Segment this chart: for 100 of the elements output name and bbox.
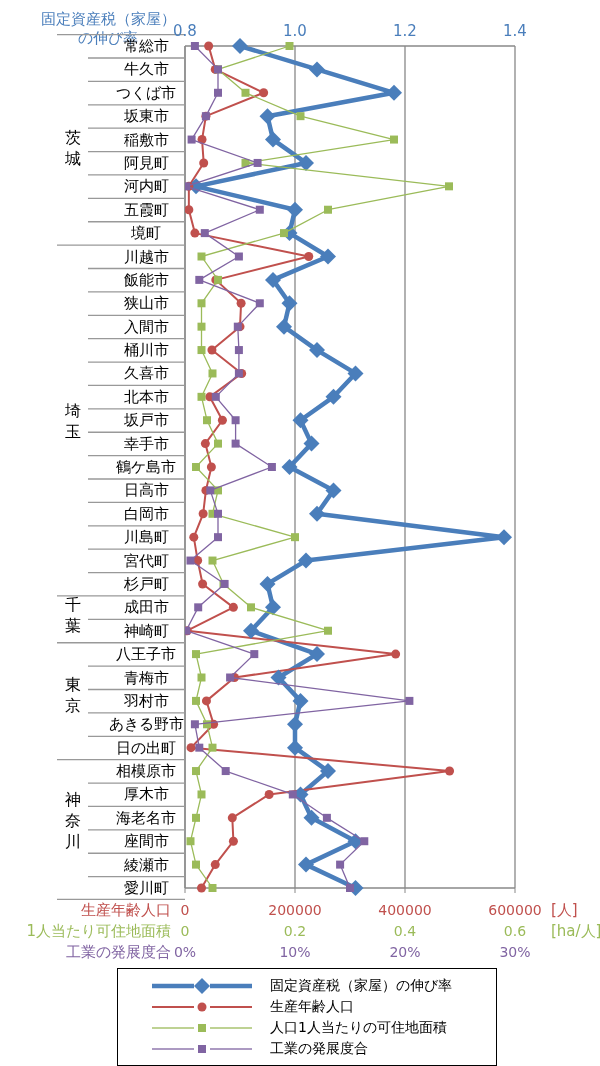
point <box>199 158 209 168</box>
point <box>197 883 206 893</box>
point <box>304 252 314 261</box>
point <box>214 509 222 518</box>
point <box>281 459 298 475</box>
point <box>186 556 195 565</box>
y-tick-label: 坂戸市 <box>122 411 169 430</box>
point <box>320 763 336 780</box>
point <box>192 463 200 471</box>
y-tick-label: つくば市 <box>116 83 176 102</box>
y-tick-label: 境町 <box>130 224 161 243</box>
point <box>197 673 206 682</box>
point <box>445 182 453 191</box>
x-tick-label: 0.2 <box>283 923 307 939</box>
point <box>259 575 276 592</box>
x-tick-label: 0.6 <box>503 923 527 939</box>
point <box>185 205 194 215</box>
point <box>206 462 216 472</box>
y-tick-label: 神崎町 <box>123 621 169 640</box>
point <box>324 205 332 214</box>
point <box>208 369 217 378</box>
point <box>200 229 209 238</box>
x-tick-label: 0.4 <box>393 923 417 939</box>
point <box>197 346 206 355</box>
point <box>247 603 255 612</box>
y-tick-label: 宮代町 <box>123 551 169 570</box>
point <box>267 463 276 471</box>
point <box>324 626 332 635</box>
point <box>190 42 199 50</box>
y-tick-label: 稲敷市 <box>123 130 169 149</box>
point <box>186 743 196 753</box>
text: [ha/人] <box>551 922 600 940</box>
point <box>405 696 414 705</box>
point <box>195 743 204 752</box>
point <box>303 435 320 452</box>
text: 人口1人当たりの可住地面積 <box>270 1018 447 1035</box>
point <box>296 112 305 121</box>
y-tick-label: 座間市 <box>123 832 169 851</box>
point <box>195 275 204 284</box>
point <box>189 532 199 542</box>
point <box>201 696 211 706</box>
x-axis-title: 1人当たり可住地面積 <box>26 922 171 940</box>
point <box>320 248 336 265</box>
y-tick-label: 牛久市 <box>123 60 169 79</box>
y-tick-label: 久喜市 <box>123 364 169 383</box>
y-tick-label: 成田市 <box>123 598 169 617</box>
y-tick-label: 幸手市 <box>123 434 169 453</box>
y-tick-label: 五霞町 <box>123 200 169 219</box>
y-tick-label: 阿見町 <box>123 153 169 172</box>
point <box>198 579 208 589</box>
point <box>322 813 331 822</box>
point <box>309 646 325 663</box>
point <box>336 860 345 869</box>
point <box>197 299 206 308</box>
point <box>198 509 208 519</box>
y-tick-label: 海老名市 <box>116 808 176 827</box>
point <box>265 131 281 148</box>
point <box>309 505 325 522</box>
y-tick-label: 青梅市 <box>123 668 169 687</box>
text: 工業の発展度合 <box>270 1039 368 1056</box>
point <box>227 813 237 823</box>
text: 神奈川 <box>64 788 81 852</box>
y-tick-label: 厚木市 <box>123 785 169 804</box>
point <box>288 790 297 799</box>
y-tick-label: 八王子市 <box>116 645 176 664</box>
point <box>214 88 222 97</box>
x-tick-label: 1.2 <box>393 22 417 40</box>
y-tick-label: 川越市 <box>123 247 169 266</box>
point <box>190 720 199 729</box>
x-tick-label: 1.0 <box>283 22 307 40</box>
point <box>208 743 217 752</box>
point <box>211 392 220 401</box>
x2-tick-label: 0 <box>180 902 190 918</box>
text: 茨城 <box>64 127 81 170</box>
point <box>270 669 287 686</box>
point <box>197 790 206 799</box>
text: [人] <box>551 901 578 919</box>
point <box>241 88 250 97</box>
point <box>186 837 195 846</box>
y-tick-label: 桶川市 <box>123 341 169 360</box>
point <box>265 599 281 616</box>
point <box>298 154 314 171</box>
text: 東京 <box>64 673 81 716</box>
point <box>206 486 215 495</box>
point <box>210 860 220 870</box>
y-tick-label: 羽村市 <box>122 691 169 710</box>
point <box>287 201 303 218</box>
x2-tick-label: 600000 <box>488 902 542 918</box>
point <box>192 860 200 869</box>
point <box>309 342 325 359</box>
y-tick-label: 入間市 <box>123 317 169 336</box>
point <box>203 416 211 425</box>
y-tick-label: 坂東市 <box>122 107 169 126</box>
point <box>298 856 314 873</box>
x-tick-label: 0% <box>173 944 197 960</box>
point <box>390 135 398 144</box>
point <box>292 412 309 429</box>
x-tick-label: 0.8 <box>173 22 197 40</box>
x-tick-label: 10% <box>279 944 311 960</box>
point <box>204 41 214 51</box>
